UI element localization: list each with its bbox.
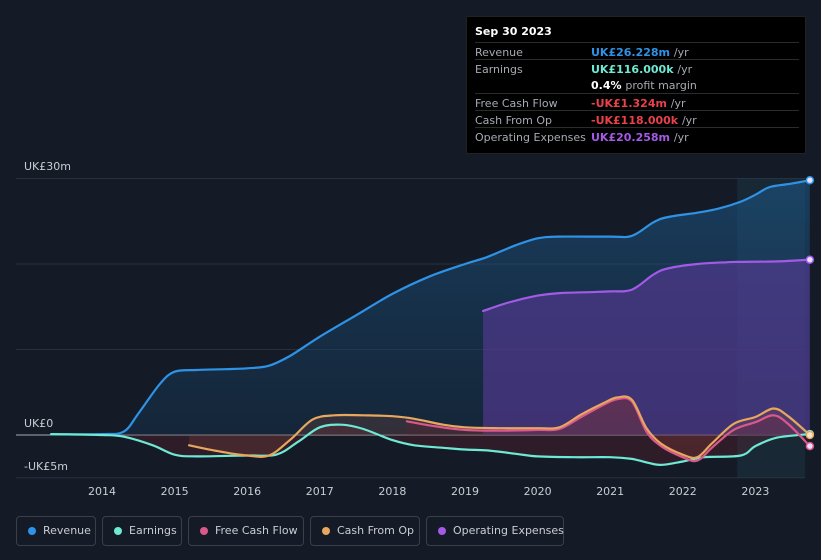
legend-item-cash-from-op[interactable]: Cash From Op (310, 516, 420, 546)
tooltip-date: Sep 30 2023 (475, 25, 552, 38)
revenue-endpoint (805, 175, 815, 185)
revenue-line (50, 179, 811, 436)
x-tick-label: 2016 (233, 485, 261, 498)
operating-expenses-endpoint (805, 255, 815, 264)
legend-dot-icon (114, 527, 122, 535)
earnings-line (50, 423, 811, 467)
tooltip-value: UK£116.000k /yr (591, 63, 693, 76)
series-areas (51, 180, 810, 465)
tooltip-label: Earnings (475, 63, 523, 76)
legend-label: Free Cash Flow (215, 524, 298, 537)
tooltip-label: Cash From Op (475, 114, 553, 127)
tooltip-value: UK£26.228m /yr (591, 46, 689, 59)
legend-item-operating-expenses[interactable]: Operating Expenses (426, 516, 564, 546)
x-tick-label: 2014 (88, 485, 116, 498)
y-label-zero: UK£0 (24, 417, 53, 430)
x-tick-label: 2022 (669, 485, 697, 498)
legend-item-earnings[interactable]: Earnings (102, 516, 182, 546)
legend-dot-icon (438, 527, 446, 535)
legend-dot-icon (322, 527, 330, 535)
x-tick-label: 2017 (306, 485, 334, 498)
chart: UK£30m UK£0 -UK£5m 2014 2015 2016 2017 2018 2… (16, 160, 815, 498)
legend-dot-icon (200, 527, 208, 535)
y-label-bottom: -UK£5m (24, 460, 68, 473)
tooltip-row-cfo: Cash From Op -UK£118.000k /yr (475, 110, 799, 127)
tooltip-label: Operating Expenses (475, 131, 586, 144)
tooltip-value: UK£20.258m /yr (591, 131, 689, 144)
tooltip-label: Free Cash Flow (475, 97, 558, 110)
free-cash-flow-endpoint (805, 441, 815, 451)
tooltip-row-earnings: Earnings UK£116.000k /yr (475, 59, 799, 76)
series-lines (50, 179, 811, 467)
tooltip-row-fcf: Free Cash Flow -UK£1.324m /yr (475, 93, 799, 110)
cash-from-op-endpoint (805, 430, 815, 440)
legend-item-free-cash-flow[interactable]: Free Cash Flow (188, 516, 304, 546)
legend-label: Cash From Op (337, 524, 415, 537)
legend-dot-icon (28, 527, 36, 535)
tooltip-value: -UK£1.324m /yr (591, 97, 686, 110)
legend-item-revenue[interactable]: Revenue (16, 516, 96, 546)
operating-expenses-line (482, 258, 811, 313)
x-tick-label: 2018 (378, 485, 406, 498)
x-tick-label: 2021 (596, 485, 624, 498)
tooltip-value: -UK£118.000k /yr (591, 114, 697, 127)
cash-from-op-line (188, 395, 811, 460)
tooltip-row-opex: Operating Expenses UK£20.258m /yr (475, 127, 799, 144)
x-tick-label: 2023 (741, 485, 769, 498)
legend-label: Earnings (129, 524, 177, 537)
x-tick-label: 2019 (451, 485, 479, 498)
tooltip-row-revenue: Revenue UK£26.228m /yr (475, 42, 799, 59)
x-tick-label: 2020 (524, 485, 552, 498)
y-label-top: UK£30m (24, 160, 71, 173)
series-endpoints (805, 175, 815, 451)
x-axis-ticks: 2014 2015 2016 2017 2018 2019 2020 2021 2022 2023 (88, 485, 769, 498)
tooltip-value: 0.4% profit margin (591, 79, 697, 92)
tooltip-panel: Sep 30 2023 Revenue UK£26.228m /yr Earni… (466, 16, 806, 154)
tooltip-row-margin: 0.4% profit margin (475, 76, 799, 93)
operating-expenses-area (483, 259, 810, 435)
legend-label: Revenue (43, 524, 91, 537)
x-tick-label: 2015 (161, 485, 189, 498)
tooltip-label: Revenue (475, 46, 523, 59)
cash-from-op-area (189, 396, 810, 458)
legend-label: Operating Expenses (453, 524, 564, 537)
